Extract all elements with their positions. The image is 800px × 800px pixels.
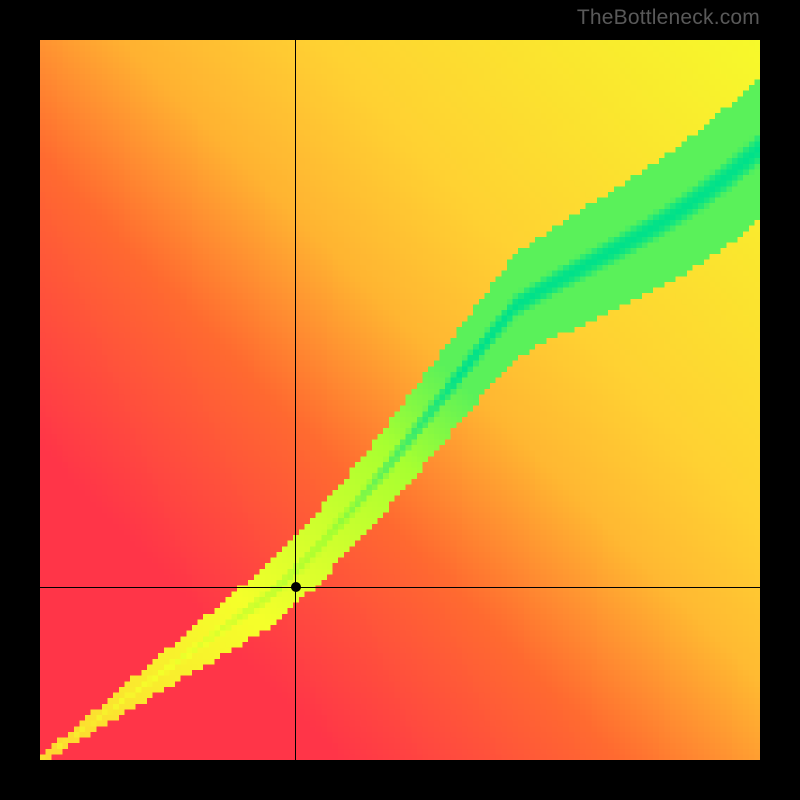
heatmap-canvas <box>40 40 760 760</box>
watermark-text: TheBottleneck.com <box>577 6 760 30</box>
heatmap-plot <box>40 40 760 760</box>
crosshair-vertical <box>295 40 296 760</box>
crosshair-horizontal <box>40 587 760 588</box>
crosshair-marker <box>291 582 301 592</box>
outer-frame <box>0 0 800 800</box>
